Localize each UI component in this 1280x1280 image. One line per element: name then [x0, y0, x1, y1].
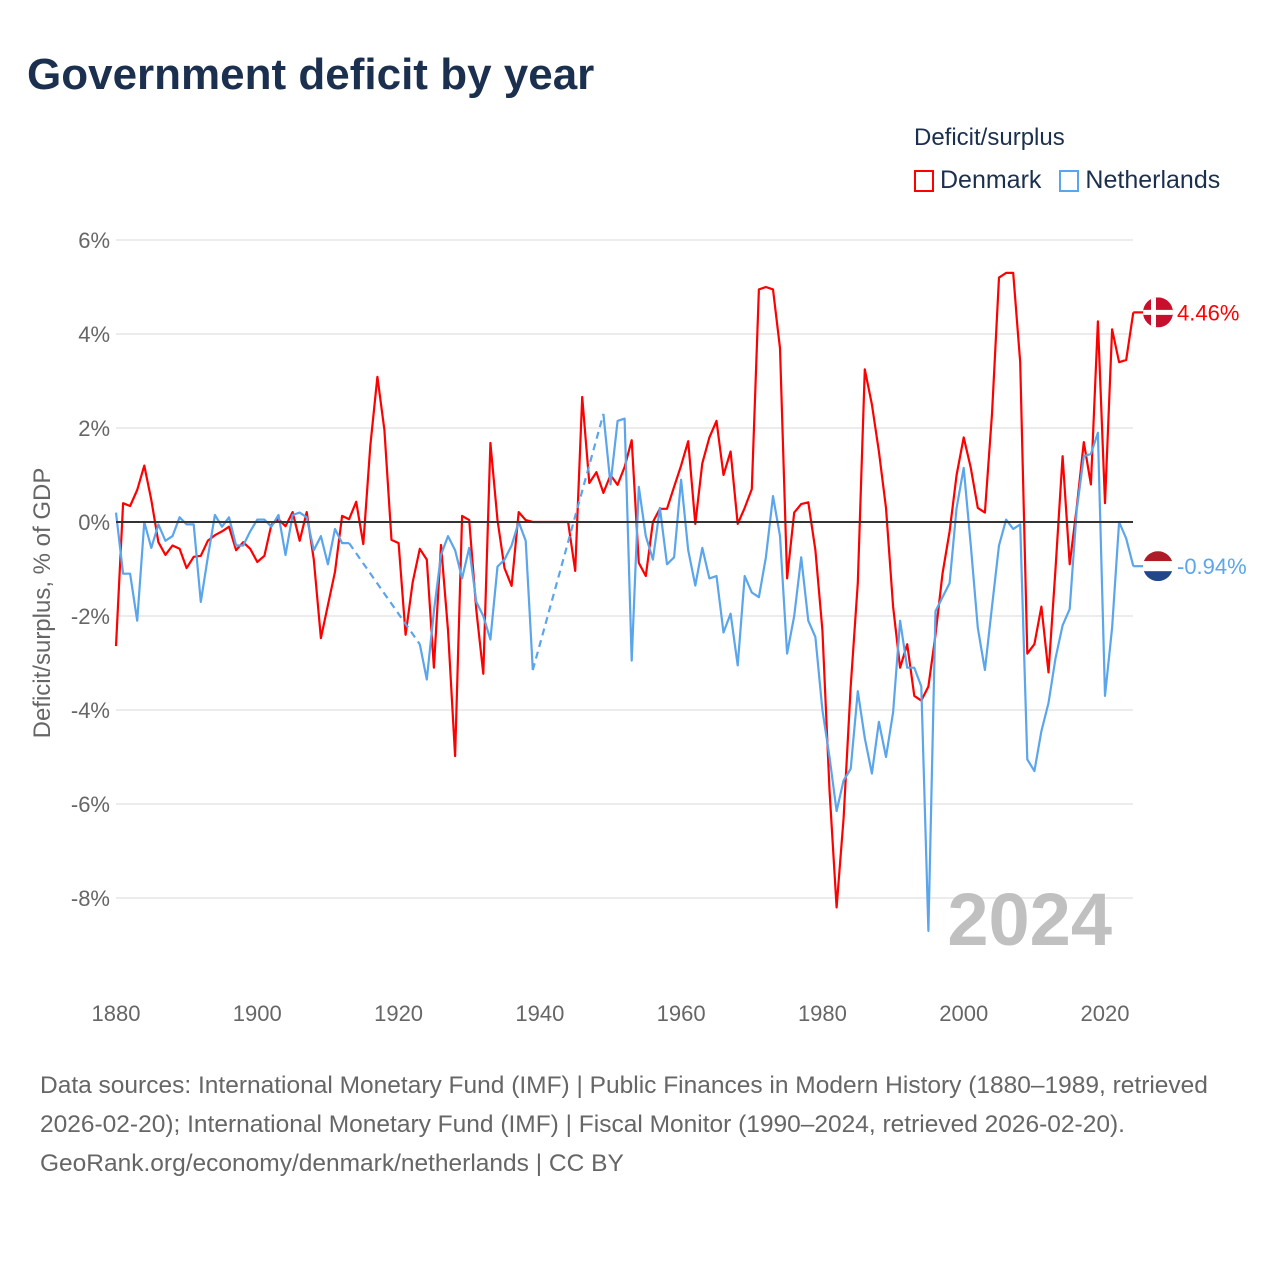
legend-swatch-denmark	[914, 169, 934, 192]
series-gap-netherlands	[531, 413, 605, 671]
y-tick-label: -4%	[71, 698, 110, 723]
y-tick-label: -2%	[71, 604, 110, 629]
series-gap-netherlands	[348, 542, 421, 645]
attribution: GeoRank.org/economy/denmark/netherlands …	[40, 1150, 624, 1177]
x-tick-label: 1980	[798, 1001, 847, 1026]
x-tick-label: 1940	[515, 1001, 564, 1026]
netherlands-flag-icon	[1143, 551, 1173, 582]
y-tick-label: 2%	[78, 416, 110, 441]
x-tick-label: 1920	[374, 1001, 423, 1026]
legend-item-netherlands[interactable]: Netherlands	[1059, 166, 1220, 195]
legend: Denmark Netherlands	[914, 166, 1220, 195]
chart-title: Government deficit by year	[27, 50, 595, 99]
footer: Data sources: International Monetary Fun…	[40, 1066, 1250, 1183]
series-line-netherlands	[418, 520, 534, 681]
x-tick-label: 1900	[233, 1001, 282, 1026]
x-tick-label: 1880	[92, 1001, 141, 1026]
license: CC BY	[548, 1150, 624, 1177]
y-tick-label: 6%	[78, 228, 110, 253]
y-tick-label: 0%	[78, 510, 110, 535]
series-line-netherlands	[602, 413, 1135, 932]
legend-label-denmark: Denmark	[940, 166, 1042, 194]
end-label-netherlands: -0.94%	[1177, 554, 1247, 579]
series-line-netherlands	[114, 511, 350, 622]
y-axis-title: Deficit/surplus, % of GDP	[29, 468, 56, 739]
legend-swatch-netherlands	[1059, 169, 1080, 192]
y-tick-label: 4%	[78, 322, 110, 347]
data-sources: Data sources: International Monetary Fun…	[40, 1072, 1208, 1138]
x-tick-label: 1960	[657, 1001, 706, 1026]
denmark-flag-icon	[1143, 297, 1173, 328]
legend-title: Deficit/surplus	[914, 124, 1065, 151]
year-watermark: 2024	[947, 878, 1112, 961]
legend-label-netherlands: Netherlands	[1085, 166, 1221, 194]
end-label-denmark: 4.46%	[1177, 300, 1239, 325]
legend-item-denmark[interactable]: Denmark	[914, 166, 1041, 195]
x-tick-label: 2020	[1081, 1001, 1130, 1026]
y-tick-label: -6%	[71, 792, 110, 817]
x-tick-label: 2000	[939, 1001, 988, 1026]
source-link[interactable]: GeoRank.org/economy/denmark/netherlands	[40, 1150, 529, 1177]
y-tick-label: -8%	[71, 886, 110, 911]
series-line-denmark	[114, 271, 1135, 909]
